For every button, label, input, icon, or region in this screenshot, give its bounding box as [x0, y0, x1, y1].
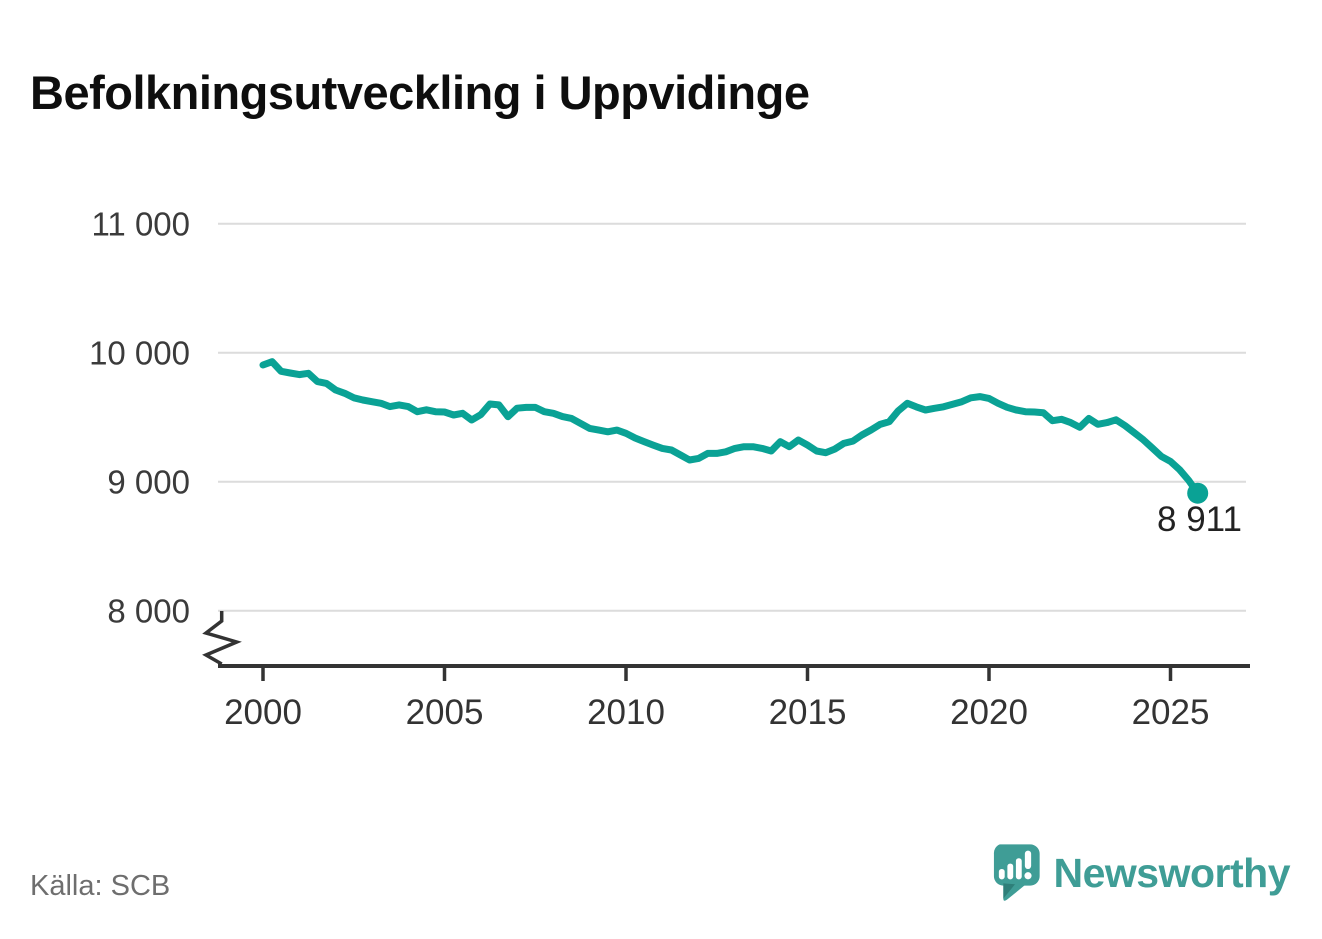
y-tick-label: 8 000	[107, 593, 190, 630]
newsworthy-logo-icon	[993, 844, 1040, 901]
y-tick-label: 10 000	[89, 335, 190, 372]
logo-bar-medium	[1006, 863, 1013, 880]
x-tick-label: 2020	[950, 693, 1028, 732]
logo-exclamation-bar	[1024, 850, 1031, 870]
logo-exclamation-dot	[1023, 872, 1032, 880]
x-tick-label: 2000	[224, 693, 302, 732]
population-line	[259, 358, 1202, 497]
logo-bar-small	[998, 869, 1005, 880]
last-point-marker	[1187, 482, 1209, 504]
newsworthy-wordmark: Newsworthy	[1053, 850, 1291, 896]
y-tick-label: 9 000	[107, 464, 190, 501]
source-label: Källa: SCB	[30, 870, 171, 902]
y-tick-label: 11 000	[92, 206, 190, 243]
x-tick-label: 2025	[1132, 693, 1210, 732]
axis-break-icon	[202, 611, 242, 666]
logo-bar-tall	[1015, 858, 1022, 880]
last-value-label: 8 911	[1157, 500, 1242, 539]
x-tick-label: 2005	[406, 693, 484, 732]
x-tick-label: 2015	[769, 693, 847, 732]
page-title: Befolkningsutveckling i Uppvidinge	[30, 66, 810, 120]
newsworthy-brand: Newsworthy	[989, 843, 1291, 904]
x-tick-label: 2010	[587, 693, 665, 732]
